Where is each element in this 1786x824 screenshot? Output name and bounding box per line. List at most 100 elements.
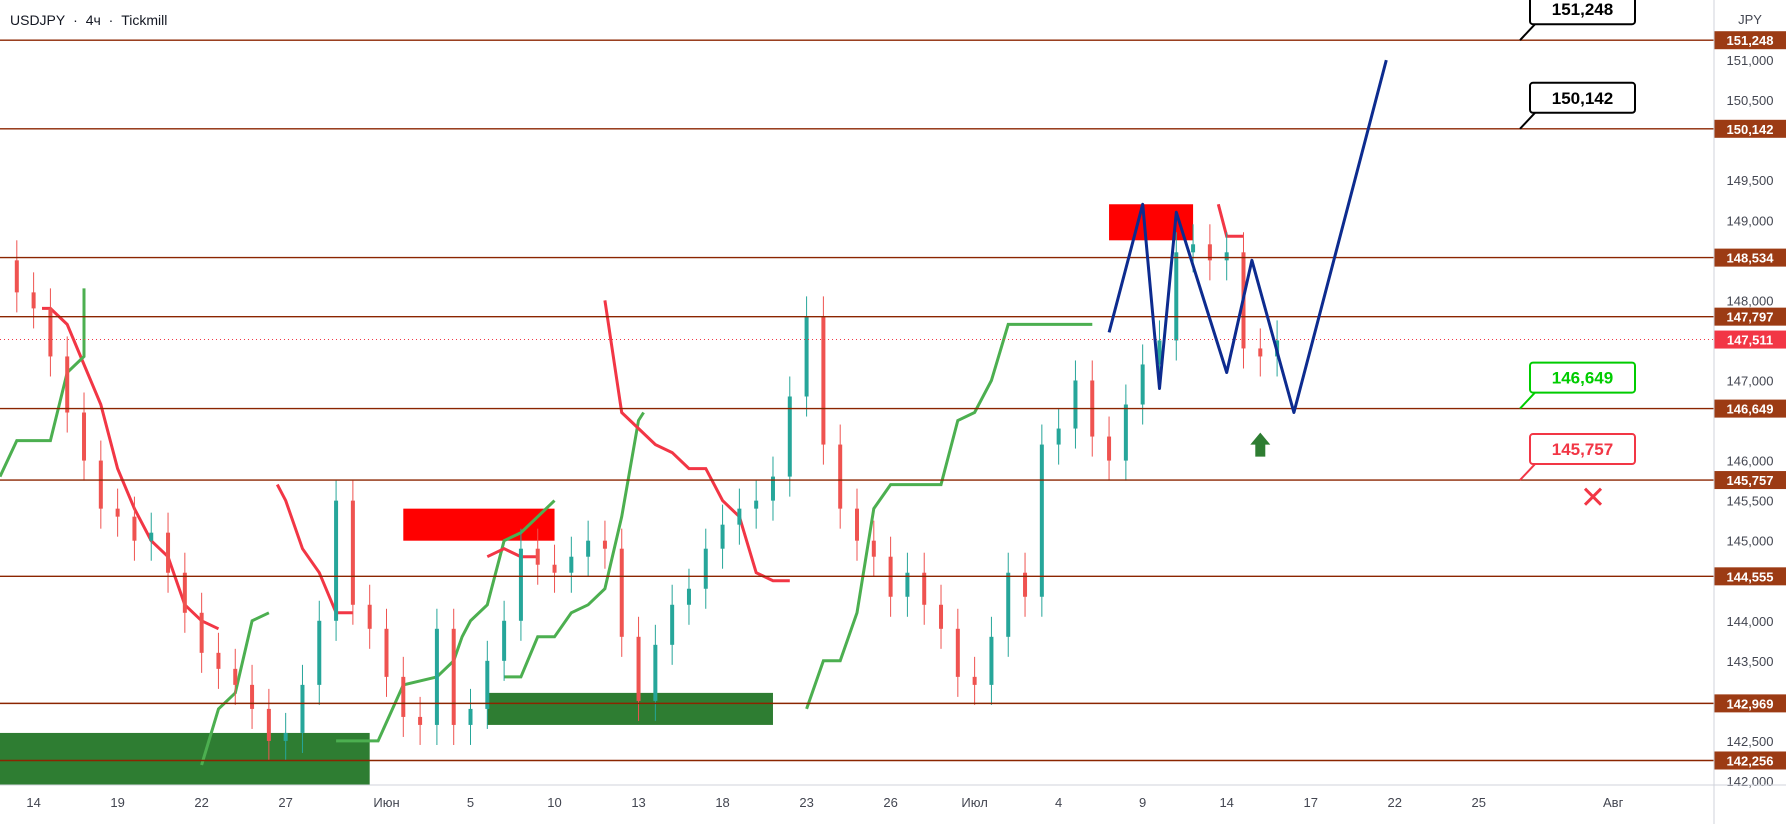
y-tick-label: 145,000 xyxy=(1727,534,1774,549)
candle xyxy=(451,608,456,745)
candle xyxy=(502,600,507,681)
y-tick-label: 150,500 xyxy=(1727,93,1774,108)
callout: 150,142 xyxy=(1519,81,1636,130)
symbol-header[interactable]: USDJPY · 4ч · Tickmill xyxy=(10,12,171,28)
level-label-bg xyxy=(1714,471,1786,490)
candle xyxy=(65,336,70,433)
callout-label: 145,757 xyxy=(1552,440,1613,459)
level-label-bg xyxy=(1714,694,1786,713)
candle-body xyxy=(468,708,473,725)
candle-body xyxy=(65,356,70,413)
candle-body xyxy=(787,396,792,477)
x-tick-label: 27 xyxy=(278,795,292,810)
candle-body xyxy=(922,572,927,605)
candle xyxy=(670,584,675,665)
up-arrow-icon xyxy=(1250,432,1271,457)
candle-body xyxy=(14,260,19,293)
candle xyxy=(317,600,322,705)
candle xyxy=(82,392,87,481)
supertrend-red-line xyxy=(275,483,353,615)
callout: 151,248 xyxy=(1519,0,1636,41)
level-label: 147,797 xyxy=(1727,310,1774,325)
candle-body xyxy=(1073,380,1078,429)
candle-body xyxy=(48,308,53,357)
candle-body xyxy=(1107,436,1112,461)
x-tick-label: Авг xyxy=(1603,795,1624,810)
candle-body xyxy=(216,652,221,669)
x-tick-label: 5 xyxy=(467,795,474,810)
candle-body xyxy=(552,564,557,573)
candle-body xyxy=(166,532,171,573)
candle xyxy=(401,656,406,737)
candle xyxy=(838,424,843,529)
candle xyxy=(703,528,708,609)
candle-body xyxy=(283,732,288,741)
callout-box xyxy=(1529,0,1636,26)
y-tick-label: 142,000 xyxy=(1727,774,1774,789)
candle-body xyxy=(1258,348,1263,357)
candle-body xyxy=(838,444,843,509)
candle-body xyxy=(871,540,876,557)
candle-body xyxy=(1023,572,1028,597)
candle xyxy=(1140,344,1145,425)
callout-box xyxy=(1529,361,1636,394)
candle-body xyxy=(334,500,339,621)
level-label: 142,256 xyxy=(1727,753,1774,768)
candle-body xyxy=(602,540,607,549)
supertrend-red-line xyxy=(486,547,538,559)
candle xyxy=(1023,552,1028,617)
level-label-bg xyxy=(1714,31,1786,50)
callout-pointer xyxy=(1519,112,1536,130)
level-label: 144,555 xyxy=(1727,569,1774,584)
candle xyxy=(552,544,557,593)
callout: 146,649 xyxy=(1519,361,1636,410)
y-tick-label: 149,500 xyxy=(1727,173,1774,188)
candle-body xyxy=(434,628,439,725)
y-tick-label: 144,000 xyxy=(1727,614,1774,629)
level-label-bg xyxy=(1714,399,1786,418)
candle xyxy=(132,496,137,561)
candle xyxy=(1056,408,1061,465)
candle-body xyxy=(653,644,658,701)
candle-body xyxy=(586,540,591,557)
candle-body xyxy=(266,708,271,741)
y-tick-label: 146,000 xyxy=(1727,454,1774,469)
level-label: 148,534 xyxy=(1727,251,1775,266)
candle xyxy=(1107,416,1112,481)
candle xyxy=(939,584,944,649)
candle-body xyxy=(350,500,355,605)
candle xyxy=(334,480,339,641)
candle xyxy=(418,696,423,745)
candle xyxy=(602,520,607,569)
candle-body xyxy=(31,292,36,309)
candle xyxy=(518,528,523,641)
x-tick-label: 13 xyxy=(631,795,645,810)
candle xyxy=(955,608,960,697)
x-tick-label: 18 xyxy=(715,795,729,810)
timeframe: 4ч xyxy=(85,12,101,28)
candle-body xyxy=(418,716,423,725)
candle xyxy=(787,376,792,497)
callout: 145,757 xyxy=(1519,433,1636,481)
candle xyxy=(266,688,271,761)
supertrend-red-line xyxy=(603,300,790,583)
x-tick-label: 9 xyxy=(1139,795,1146,810)
candle-body xyxy=(720,524,725,549)
candle-body xyxy=(182,572,187,613)
callout-pointer xyxy=(1519,391,1536,410)
candle xyxy=(1123,384,1128,481)
candle xyxy=(1073,360,1078,449)
x-tick-label: 17 xyxy=(1303,795,1317,810)
projection-path xyxy=(1107,59,1388,414)
y-tick-label: 143,500 xyxy=(1727,654,1774,669)
candle-body xyxy=(737,508,742,525)
candle-body xyxy=(905,572,910,597)
candle xyxy=(770,456,775,521)
candle xyxy=(804,296,809,417)
candle xyxy=(31,272,36,329)
candle xyxy=(300,664,305,753)
candle-body xyxy=(98,460,103,509)
x-tick-label: 23 xyxy=(799,795,813,810)
